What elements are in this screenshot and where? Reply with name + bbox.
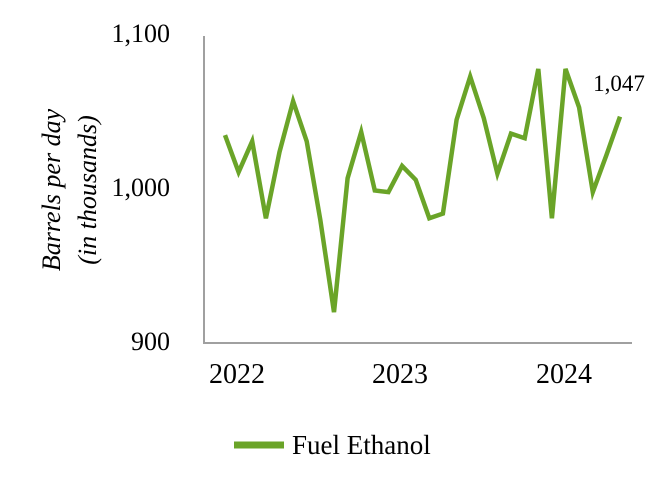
- last-point-data-label: 1,047: [593, 71, 645, 96]
- y-tick-label-1000: 1,000: [111, 173, 171, 202]
- fuel-ethanol-line-series: [222, 68, 623, 313]
- y-axis-title-line2: (in thousands): [73, 115, 102, 265]
- x-tick-label-2022: 2022: [209, 359, 265, 390]
- y-axis-title: Barrels per day (in thousands): [34, 25, 106, 355]
- y-axis-title-line1: Barrels per day: [37, 108, 66, 272]
- legend-label-fuel-ethanol: Fuel Ethanol: [292, 430, 431, 460]
- x-tick-label-2024: 2024: [536, 359, 592, 390]
- x-tick-label-2023: 2023: [372, 359, 428, 390]
- y-tick-label-900: 900: [131, 327, 170, 356]
- y-tick-label-1100: 1,100: [111, 19, 171, 48]
